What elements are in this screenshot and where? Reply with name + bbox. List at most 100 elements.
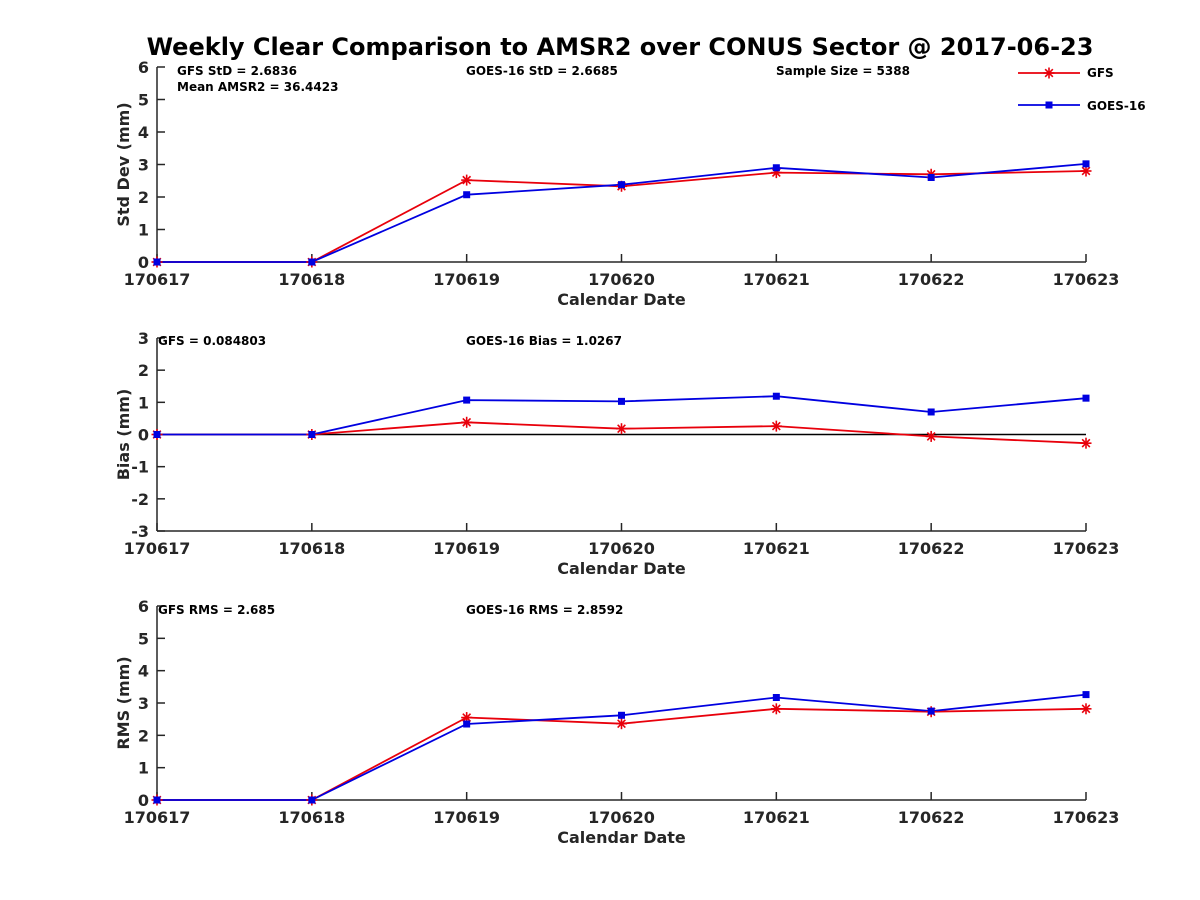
y-axis-label: Bias (mm): [114, 389, 133, 481]
bias-panel: -3 -2 -1 0 1 2 3 170617 170618 170619 170620 170621…: [114, 329, 1119, 578]
x-tick-label: 170622: [898, 270, 965, 289]
x-tick-label: 170619: [433, 539, 500, 558]
x-tick-label: 170621: [743, 539, 810, 558]
y-tick-label: 2: [138, 188, 149, 207]
goes-point: [153, 431, 161, 438]
x-tick-label: 170620: [588, 270, 655, 289]
x-tick-label: 170622: [898, 539, 965, 558]
gfs-point: [461, 174, 473, 186]
legend-asterisk-icon: [1043, 67, 1055, 79]
goes-point: [927, 707, 935, 715]
goes-point: [1082, 394, 1090, 402]
goes-point: [153, 258, 161, 266]
y-tick-label: 6: [138, 58, 149, 77]
chart-title: Weekly Clear Comparison to AMSR2 over CO…: [147, 33, 1094, 61]
y-tick-label: 2: [138, 361, 149, 380]
y-axis-label: Std Dev (mm): [114, 102, 133, 226]
legend-gfs-label: GFS: [1087, 66, 1114, 80]
x-tick-label: 170617: [124, 270, 191, 289]
x-tick-label: 170621: [743, 270, 810, 289]
x-tick-label: 170618: [278, 270, 345, 289]
goes-point: [927, 174, 935, 181]
x-axis-label: Calendar Date: [557, 290, 686, 309]
gfs-point: [616, 423, 627, 435]
stat-annotation: GFS StD = 2.6836: [177, 64, 297, 78]
rms-panel: 0 1 2 3 4 5 6 170617 170618 170619 170620 170621 170…: [114, 597, 1119, 847]
x-axis-label: Calendar Date: [557, 828, 686, 847]
stat-annotation: GOES-16 StD = 2.6685: [466, 64, 618, 78]
y-tick-label: 0: [138, 791, 149, 810]
x-tick-label: 170618: [278, 808, 345, 827]
goes-point: [772, 164, 780, 172]
y-tick-label: 4: [138, 123, 149, 142]
goes-point: [1082, 691, 1090, 699]
goes-point: [463, 191, 471, 199]
y-tick-label: 5: [138, 91, 149, 110]
legend: GFS GOES-16: [1018, 66, 1146, 113]
y-tick-label: 0: [138, 253, 149, 272]
y-tick-label: 5: [138, 629, 149, 648]
x-tick-label: 170619: [433, 808, 500, 827]
goes-point: [308, 258, 316, 266]
x-tick-label: 170617: [124, 808, 191, 827]
stddev-panel: 0 1 2 3 4 5 6 170617 170618 170619 170620 170621 170…: [114, 58, 1119, 309]
goes-point: [308, 431, 316, 438]
gfs-point: [925, 430, 937, 442]
x-tick-label: 170619: [433, 270, 500, 289]
gfs-point: [461, 416, 473, 428]
y-tick-label: 1: [138, 759, 149, 778]
goes-point: [772, 392, 780, 400]
goes-series-line: [157, 163, 1087, 263]
y-tick-label: 3: [138, 329, 149, 348]
x-tick-label: 170620: [588, 539, 655, 558]
stat-annotation: GFS RMS = 2.685: [158, 603, 275, 617]
y-tick-label: -3: [131, 522, 149, 541]
goes-point: [308, 796, 316, 804]
legend-square-icon: [1045, 101, 1053, 109]
y-tick-label: 3: [138, 156, 149, 175]
goes-point: [618, 397, 625, 405]
stat-annotation: GOES-16 RMS = 2.8592: [466, 603, 623, 617]
x-tick-label: 170623: [1053, 539, 1120, 558]
y-axis-label: RMS (mm): [114, 656, 133, 749]
y-tick-label: 4: [138, 662, 149, 681]
legend-gfs-marker: [1043, 67, 1055, 79]
x-tick-label: 170622: [898, 808, 965, 827]
y-tick-label: 3: [138, 694, 149, 713]
goes-point: [927, 408, 935, 416]
stat-annotation: GFS = 0.084803: [158, 334, 266, 348]
goes-point: [153, 796, 161, 804]
x-tick-label: 170623: [1053, 270, 1120, 289]
y-tick-label: 1: [138, 221, 149, 240]
gfs-point: [1080, 165, 1092, 177]
goes-series-line: [157, 693, 1087, 801]
stat-annotation: GOES-16 Bias = 1.0267: [466, 334, 622, 348]
y-tick-label: -2: [131, 490, 149, 509]
y-tick-label: -1: [131, 458, 149, 477]
x-tick-label: 170617: [124, 539, 191, 558]
y-tick-label: 2: [138, 726, 149, 745]
goes-point: [1082, 160, 1090, 168]
gfs-point: [1080, 703, 1092, 715]
x-tick-label: 170618: [278, 539, 345, 558]
x-axis-label: Calendar Date: [557, 559, 686, 578]
y-tick-label: 6: [138, 597, 149, 616]
goes-point: [772, 694, 780, 702]
x-tick-label: 170623: [1053, 808, 1120, 827]
gfs-point: [1080, 437, 1092, 449]
goes-point: [463, 720, 471, 728]
goes-point: [463, 396, 471, 404]
y-tick-label: 1: [138, 393, 149, 412]
goes-point: [618, 181, 625, 189]
goes-point: [618, 711, 625, 719]
legend-goes-marker: [1045, 101, 1053, 109]
stat-annotation: Mean AMSR2 = 36.4423: [177, 80, 338, 94]
gfs-point: [770, 703, 782, 715]
gfs-point: [770, 420, 782, 432]
gfs-point: [616, 718, 627, 730]
legend-goes-label: GOES-16: [1087, 99, 1146, 113]
x-tick-label: 170621: [743, 808, 810, 827]
x-tick-label: 170620: [588, 808, 655, 827]
stat-annotation: Sample Size = 5388: [776, 64, 910, 78]
